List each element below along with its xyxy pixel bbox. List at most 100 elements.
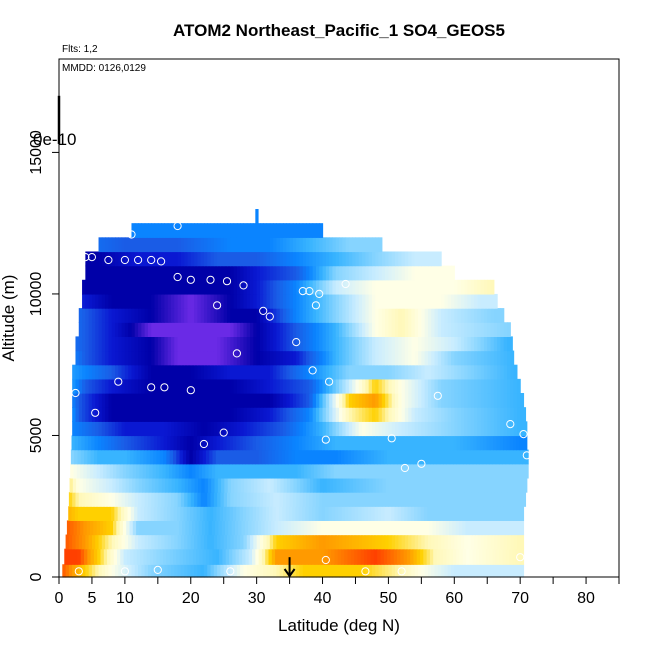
- heatmap-cell: [362, 378, 366, 394]
- heatmap-cell: [200, 421, 205, 437]
- heatmap-cell: [177, 364, 182, 380]
- heatmap-cell: [418, 477, 423, 493]
- heatmap-cell: [287, 520, 292, 536]
- heatmap-cell: [309, 322, 314, 337]
- heatmap-cell: [412, 477, 417, 493]
- heatmap-cell: [138, 336, 142, 352]
- heatmap-cell: [112, 477, 117, 493]
- heatmap-cell: [486, 435, 491, 451]
- heatmap-cell: [273, 336, 278, 352]
- heatmap-cell: [401, 265, 406, 281]
- heatmap-cell: [503, 492, 508, 507]
- heatmap-cell: [269, 393, 274, 408]
- heatmap-cell: [355, 564, 360, 578]
- heatmap-cell: [108, 350, 113, 366]
- heatmap-cell: [159, 520, 164, 536]
- heatmap-cell: [292, 564, 297, 578]
- heatmap-cell: [509, 435, 514, 451]
- heatmap-cell: [365, 492, 370, 507]
- heatmap-cell: [238, 449, 243, 465]
- heatmap-cell: [194, 322, 198, 337]
- heatmap-cell: [332, 293, 337, 309]
- data-point: [433, 391, 442, 400]
- heatmap-cell: [133, 548, 138, 565]
- heatmap-cell: [485, 449, 490, 465]
- heatmap-cell: [516, 393, 521, 408]
- heatmap-cell: [147, 378, 152, 394]
- heatmap-cell: [244, 520, 249, 536]
- heatmap-cell: [467, 492, 472, 507]
- heatmap-cell: [509, 506, 514, 521]
- heatmap-cell: [414, 407, 419, 422]
- heatmap-cell: [155, 463, 160, 479]
- heatmap-cell: [110, 548, 115, 565]
- heatmap-cell: [124, 407, 129, 422]
- heatmap-cell: [355, 336, 360, 352]
- heatmap-cell: [447, 506, 451, 521]
- heatmap-cell: [217, 223, 222, 238]
- heatmap-cell: [111, 322, 116, 337]
- heatmap-cell: [368, 322, 373, 337]
- heatmap-layer: [62, 209, 529, 578]
- heatmap-cell: [286, 279, 291, 295]
- heatmap-cell: [396, 463, 401, 479]
- heatmap-cell: [215, 463, 220, 479]
- heatmap-cell: [240, 492, 245, 507]
- heatmap-cell: [371, 265, 376, 281]
- heatmap-cell: [391, 322, 396, 337]
- heatmap-cell: [437, 265, 442, 281]
- heatmap-cell: [441, 265, 446, 281]
- heatmap-cell: [269, 564, 274, 578]
- heatmap-cell: [465, 463, 470, 479]
- heatmap-cell: [329, 293, 334, 309]
- heatmap-cell: [105, 564, 110, 578]
- heatmap-cell: [64, 548, 69, 565]
- heatmap-cell: [325, 421, 330, 437]
- heatmap-cell: [457, 564, 462, 578]
- heatmap-cell: [329, 477, 334, 493]
- heatmap-cell: [180, 251, 185, 267]
- heatmap-cell: [391, 534, 396, 550]
- heatmap-cell: [108, 393, 113, 408]
- heatmap-cell: [93, 548, 98, 565]
- heatmap-cell: [447, 336, 452, 352]
- heatmap-cell: [200, 407, 205, 422]
- heatmap-cell: [513, 492, 518, 507]
- heatmap-cell: [147, 435, 152, 451]
- heatmap-cell: [391, 336, 396, 352]
- heatmap-cell: [345, 364, 350, 380]
- heatmap-cell: [497, 492, 502, 507]
- heatmap-cell: [223, 435, 227, 451]
- heatmap-cell: [391, 251, 396, 267]
- heatmap-cell: [199, 435, 204, 451]
- heatmap-cell: [413, 548, 418, 565]
- heatmap-cell: [266, 279, 271, 295]
- heatmap-cell: [129, 463, 134, 479]
- heatmap-cell: [395, 378, 399, 394]
- heatmap-cell: [371, 564, 376, 578]
- heatmap-cell: [171, 393, 175, 408]
- heatmap-cell: [312, 279, 317, 295]
- heatmap-cell: [85, 293, 90, 309]
- heatmap-cell: [381, 421, 386, 437]
- heatmap-cell: [378, 350, 383, 366]
- heatmap-cell: [207, 279, 212, 295]
- heatmap-cell: [368, 265, 373, 281]
- heatmap-cell: [292, 364, 297, 380]
- heatmap-cell: [121, 293, 126, 309]
- heatmap-cell: [477, 293, 482, 309]
- heatmap-cell: [207, 378, 212, 394]
- heatmap-cell: [483, 506, 488, 521]
- heatmap-cell: [105, 322, 110, 337]
- heatmap-cell: [467, 378, 472, 394]
- heatmap-cell: [101, 378, 106, 394]
- heatmap-cell: [489, 435, 494, 451]
- heatmap-cell: [244, 463, 249, 479]
- heatmap-cell: [203, 564, 208, 578]
- heatmap-cell: [434, 336, 439, 352]
- heatmap-cell: [299, 279, 304, 295]
- heatmap-cell: [503, 350, 508, 366]
- heatmap-cell: [200, 322, 205, 337]
- heatmap-cell: [375, 407, 380, 422]
- data-point: [305, 287, 314, 296]
